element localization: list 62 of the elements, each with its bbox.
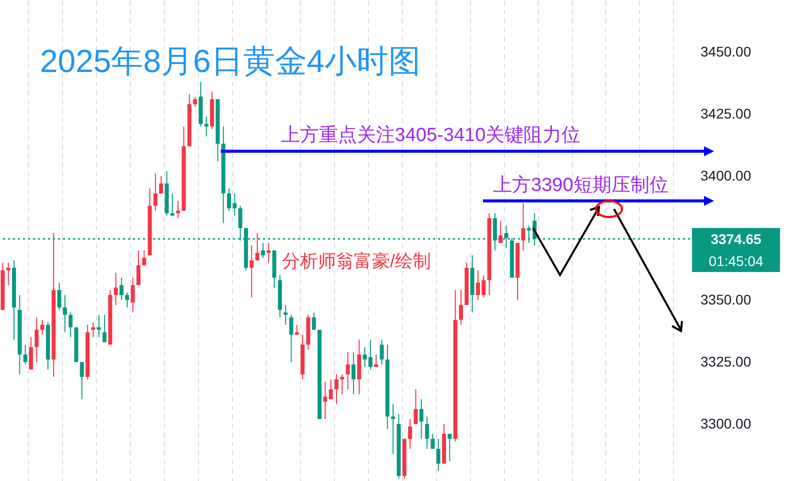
ref-line-label: 3374.65: [692, 228, 780, 250]
y-tick-label: 3425.00: [700, 106, 752, 122]
candlestick: [142, 250, 146, 266]
y-tick-label: 3350.00: [700, 292, 752, 308]
candlestick: [323, 381, 328, 420]
y-tick-label: 3400.00: [700, 168, 752, 184]
candlestick: [374, 354, 378, 368]
candlestick: [193, 96, 198, 108]
candlestick: [260, 242, 265, 258]
annotation: 分析师翁富豪/绘制: [282, 251, 432, 271]
candlestick: [328, 378, 333, 400]
candlestick: [28, 336, 33, 370]
candlestick: [68, 312, 73, 338]
candlestick: [419, 398, 424, 440]
candlestick: [414, 388, 418, 424]
candlestick: [266, 242, 271, 264]
candlestick: [436, 438, 440, 472]
candlestick: [114, 272, 118, 306]
ref-line-label: 上方重点关注3405-3410关键阻力位: [280, 124, 581, 146]
candlestick: [204, 116, 208, 137]
candlestick: [96, 314, 101, 338]
candlestick: [334, 374, 339, 405]
candlestick: [521, 202, 526, 251]
candlestick: [289, 314, 294, 362]
candlestick: [136, 250, 140, 286]
candlestick: [159, 176, 164, 194]
candlestick: [250, 244, 254, 298]
candlestick: [176, 200, 180, 219]
candlestick: [170, 192, 174, 216]
text: 01:45:04: [692, 250, 780, 272]
candlestick: [351, 352, 356, 395]
candlestick: [130, 277, 135, 313]
candlestick: [125, 292, 130, 308]
y-tick-label: 3300.00: [700, 415, 752, 432]
text: 2025年8月6日黄金4小时图: [40, 43, 421, 79]
candlestick: [498, 220, 503, 244]
candlestick: [34, 316, 39, 362]
candlestick: [91, 322, 96, 338]
candlestick: [391, 404, 396, 454]
candlestick: [312, 312, 316, 330]
candlestick: [380, 339, 384, 365]
candlestick: [255, 232, 260, 261]
candlestick: [458, 290, 463, 326]
candlestick: [62, 294, 67, 333]
ref-line-label: 上方3390短期压制位: [493, 174, 668, 196]
candlestick: [40, 319, 44, 336]
candlestick: [340, 374, 344, 395]
candlestick: [430, 433, 435, 450]
candlestick: [448, 433, 452, 462]
candlestick: [120, 277, 124, 301]
candlestick: [408, 418, 412, 450]
candlestick: [425, 416, 430, 450]
candlestick: [153, 173, 158, 212]
candlestick: [23, 344, 28, 365]
y-tick-label: 3325.00: [700, 353, 752, 370]
candlestick: [284, 304, 288, 326]
candlestick: [6, 262, 10, 286]
candlestick: [80, 361, 84, 400]
y-tick-label: 3450.00: [700, 44, 752, 60]
candlestick: [57, 282, 62, 310]
candlestick: [346, 352, 350, 390]
candlestick: [102, 314, 107, 343]
